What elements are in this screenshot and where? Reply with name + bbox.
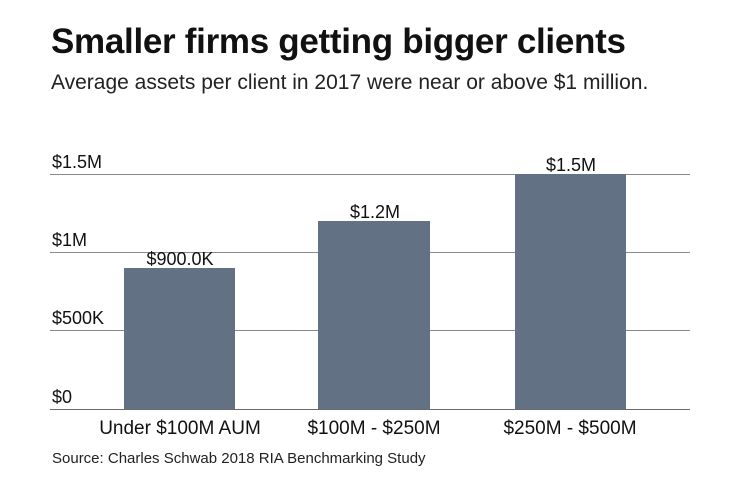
bar-value-label: $900.0K: [146, 249, 214, 269]
bar-value-label: $1.2M: [349, 202, 401, 222]
gridline-1500k: [50, 174, 690, 175]
x-category-label: $250M - $500M: [503, 418, 637, 439]
source-note: Source: Charles Schwab 2018 RIA Benchmar…: [52, 450, 426, 467]
chart-subtitle: Average assets per client in 2017 were n…: [51, 71, 649, 94]
y-tick-label: $500K: [52, 308, 105, 328]
y-tick-label: $1M: [52, 230, 88, 250]
bar-100m-250m: [318, 221, 430, 409]
bar-value-label: $1.5M: [545, 155, 597, 175]
x-category-label: $100M - $250M: [307, 418, 441, 439]
x-category-label: Under $100M AUM: [99, 418, 261, 439]
chart-title: Smaller firms getting bigger clients: [51, 22, 626, 61]
y-tick-label: $1.5M: [52, 152, 103, 172]
bar-250m-500m: [515, 174, 626, 409]
bar-under-100m: [124, 268, 235, 409]
y-tick-label: $0: [52, 387, 73, 407]
x-axis-baseline: [50, 409, 690, 410]
